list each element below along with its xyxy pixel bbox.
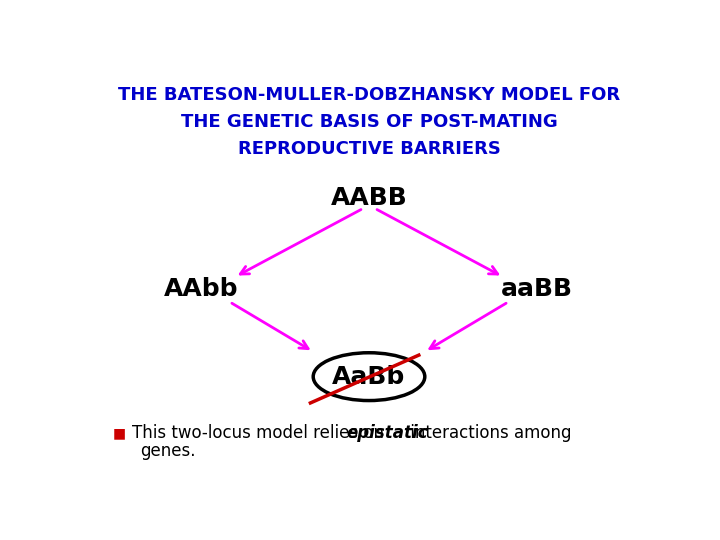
Text: epistatic: epistatic bbox=[347, 424, 428, 442]
Text: genes.: genes. bbox=[140, 442, 196, 461]
Text: aaBB: aaBB bbox=[500, 278, 572, 301]
Text: AABB: AABB bbox=[330, 186, 408, 210]
Text: REPRODUCTIVE BARRIERS: REPRODUCTIVE BARRIERS bbox=[238, 140, 500, 158]
Text: interactions among: interactions among bbox=[405, 424, 572, 442]
Text: ■: ■ bbox=[112, 426, 125, 440]
Text: THE BATESON-MULLER-DOBZHANSKY MODEL FOR: THE BATESON-MULLER-DOBZHANSKY MODEL FOR bbox=[118, 85, 620, 104]
Text: AaBb: AaBb bbox=[333, 364, 405, 389]
Text: THE GENETIC BASIS OF POST-MATING: THE GENETIC BASIS OF POST-MATING bbox=[181, 113, 557, 131]
Text: AAbb: AAbb bbox=[164, 278, 239, 301]
Text: This two-locus model relies on: This two-locus model relies on bbox=[132, 424, 389, 442]
